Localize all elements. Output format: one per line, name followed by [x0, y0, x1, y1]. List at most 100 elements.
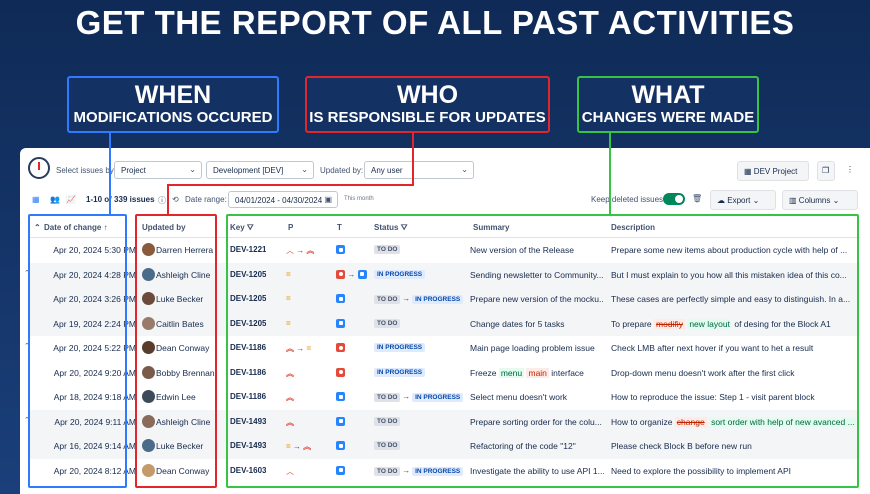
- issue-key[interactable]: DEV-1205: [230, 269, 267, 279]
- column-priority[interactable]: P: [288, 223, 294, 232]
- callout-when-title: WHEN: [134, 81, 212, 109]
- issue-key[interactable]: DEV-1205: [230, 294, 267, 303]
- column-updated-by[interactable]: Updated by: [142, 223, 186, 232]
- type-change: [336, 440, 345, 451]
- updated-by-label: Updated by:: [320, 166, 364, 175]
- status-change: IN PROGRESS: [374, 269, 426, 279]
- table-row[interactable]: Apr 18, 2024 9:18 AM Edwin Lee DEV-1186 ︽ TO…: [30, 385, 860, 410]
- column-description[interactable]: Description: [611, 223, 656, 232]
- table-row[interactable]: Apr 20, 2024 5:30 PM Darren Herrera DEV-12…: [30, 238, 860, 263]
- status-badge: IN PROGRESS: [374, 367, 426, 377]
- task-icon: [336, 392, 345, 402]
- callout-who: WHO IS RESPONSIBLE FOR UPDATES: [305, 76, 550, 133]
- table-row[interactable]: ⌃ Apr 20, 2024 5:22 PM Dean Conway DEV-1186…: [24, 336, 860, 361]
- column-key[interactable]: Key ⛛: [230, 223, 254, 232]
- group-toggle-icon[interactable]: ⌃: [24, 343, 30, 350]
- when-highlight: [28, 214, 127, 488]
- updated-by-user[interactable]: Dean Conway: [156, 343, 210, 353]
- status-change: IN PROGRESS: [374, 343, 426, 352]
- table-row[interactable]: Apr 20, 2024 3:26 PM Luke Becker DEV-1205 =…: [30, 287, 860, 312]
- table-row[interactable]: Apr 19, 2024 2:24 PM Caitlin Bates DEV-120…: [30, 311, 860, 336]
- updated-by-user[interactable]: Edwin Lee: [156, 392, 196, 402]
- app-logo-icon: [28, 157, 50, 179]
- issue-key[interactable]: DEV-1186: [230, 392, 267, 401]
- issue-key[interactable]: DEV-1493: [230, 441, 267, 450]
- columns-icon: ▥: [789, 196, 797, 205]
- avatar: [142, 292, 155, 305]
- updated-by-user[interactable]: Dean Conway: [156, 465, 210, 476]
- copy-button[interactable]: ❐: [817, 161, 835, 181]
- issue-key[interactable]: DEV-1603: [230, 465, 267, 475]
- status-badge: IN PROGRESS: [412, 466, 464, 476]
- group-toggle-icon[interactable]: ⌃: [24, 416, 30, 424]
- table-row[interactable]: Apr 20, 2024 8:12 AM Dean Conway DEV-1603 ︿…: [30, 459, 860, 484]
- callout-what: WHAT CHANGES WERE MADE: [577, 76, 759, 133]
- chevron-down-icon: ⌄: [301, 165, 308, 174]
- dev-project-button[interactable]: ▦ DEV Project: [737, 161, 809, 181]
- more-button[interactable]: ⋮: [841, 161, 857, 181]
- updated-by-user[interactable]: Ashleigh Cline: [156, 416, 211, 427]
- project-dropdown[interactable]: Development [DEV] ⌄: [206, 161, 314, 179]
- task-icon: [336, 441, 345, 451]
- columns-button[interactable]: ▥ Columns ⌄: [782, 190, 858, 210]
- updated-by-user[interactable]: Darren Herrera: [156, 245, 214, 255]
- date-range-input[interactable]: 04/01/2024 - 04/30/2024 ▣: [228, 191, 338, 208]
- updated-by-user[interactable]: Caitlin Bates: [156, 318, 204, 329]
- status-change: TO DO: [374, 318, 401, 328]
- description-cell: Check LMB after next hover if you want t…: [611, 343, 814, 353]
- issue-key[interactable]: DEV-1493: [230, 416, 267, 426]
- grid-icon: ▦: [744, 167, 752, 176]
- refresh-icon[interactable]: ⟲: [172, 195, 179, 204]
- change-date: Apr 20, 2024 5:30 PM: [53, 245, 136, 255]
- updated-by-user[interactable]: Luke Becker: [156, 294, 204, 304]
- status-change: TO DO: [374, 416, 401, 426]
- column-type[interactable]: T: [337, 223, 342, 232]
- table-row[interactable]: ⌃ Apr 20, 2024 4:28 PM Ashleigh Cline DEV-1…: [24, 262, 860, 287]
- status-badge: TO DO: [374, 466, 401, 476]
- issue-key[interactable]: DEV-1221: [230, 245, 267, 254]
- column-date[interactable]: Date of change ↑: [44, 223, 108, 232]
- issue-key[interactable]: DEV-1205: [230, 318, 267, 328]
- users-view-icon[interactable]: 👥: [50, 195, 60, 204]
- issue-key[interactable]: DEV-1186: [230, 343, 267, 352]
- chevron-down-icon: ⌄: [752, 196, 760, 205]
- updated-by-value: Any user: [371, 166, 403, 175]
- status-badge: IN PROGRESS: [374, 269, 426, 279]
- group-toggle-icon[interactable]: ⌃: [24, 269, 30, 277]
- summary-cell: Refactoring of the code "12": [470, 441, 576, 451]
- updated-by-dropdown[interactable]: Any user ⌄: [364, 161, 474, 179]
- collapse-all-icon[interactable]: ⌃: [34, 223, 41, 232]
- type-change: [336, 318, 345, 328]
- what-connector: [609, 133, 611, 214]
- table-row[interactable]: Apr 20, 2024 9:20 AM Bobby Brennan DEV-118…: [30, 361, 860, 386]
- summary-cell: Freeze menu main interface: [470, 367, 584, 378]
- type-change: [336, 293, 345, 304]
- status-badge: TO DO: [374, 441, 401, 450]
- select-issues-dropdown[interactable]: Project ⌄: [114, 161, 202, 179]
- task-icon: [336, 318, 345, 328]
- table-row[interactable]: ⌃ Apr 20, 2024 9:11 AM Ashleigh Cline DEV-1…: [24, 409, 860, 434]
- column-summary[interactable]: Summary: [473, 223, 510, 232]
- summary-cell: Investigate the ability to use API 1...: [470, 465, 604, 476]
- type-change: [336, 391, 345, 402]
- chart-view-icon[interactable]: 📈: [66, 195, 76, 204]
- issue-key[interactable]: DEV-1186: [230, 367, 267, 377]
- export-button[interactable]: ☁ Export ⌄: [710, 190, 776, 210]
- info-icon[interactable]: ⓘ: [158, 196, 166, 205]
- table-header: ⌃ Date of change ↑ Updated by Key ⛛ P T …: [30, 216, 860, 238]
- updated-by-user[interactable]: Ashleigh Cline: [156, 269, 211, 280]
- this-month-label[interactable]: This month: [344, 196, 374, 202]
- updated-by-user[interactable]: Luke Becker: [156, 441, 204, 451]
- updated-by-user[interactable]: Bobby Brennan: [156, 367, 215, 378]
- who-connector: [412, 133, 414, 185]
- column-status[interactable]: Status ⛛: [374, 223, 408, 232]
- priority-change: =: [286, 294, 291, 303]
- table-row[interactable]: Apr 16, 2024 9:14 AM Luke Becker DEV-1493 =…: [30, 434, 860, 459]
- status-badge: TO DO: [374, 393, 401, 402]
- table-view-icon[interactable]: ▦: [32, 195, 40, 204]
- trash-icon[interactable]: 🗑: [692, 194, 703, 203]
- bug-icon: [336, 269, 345, 279]
- keep-deleted-toggle[interactable]: [663, 193, 685, 205]
- avatar: [142, 414, 155, 428]
- when-connector: [109, 133, 111, 214]
